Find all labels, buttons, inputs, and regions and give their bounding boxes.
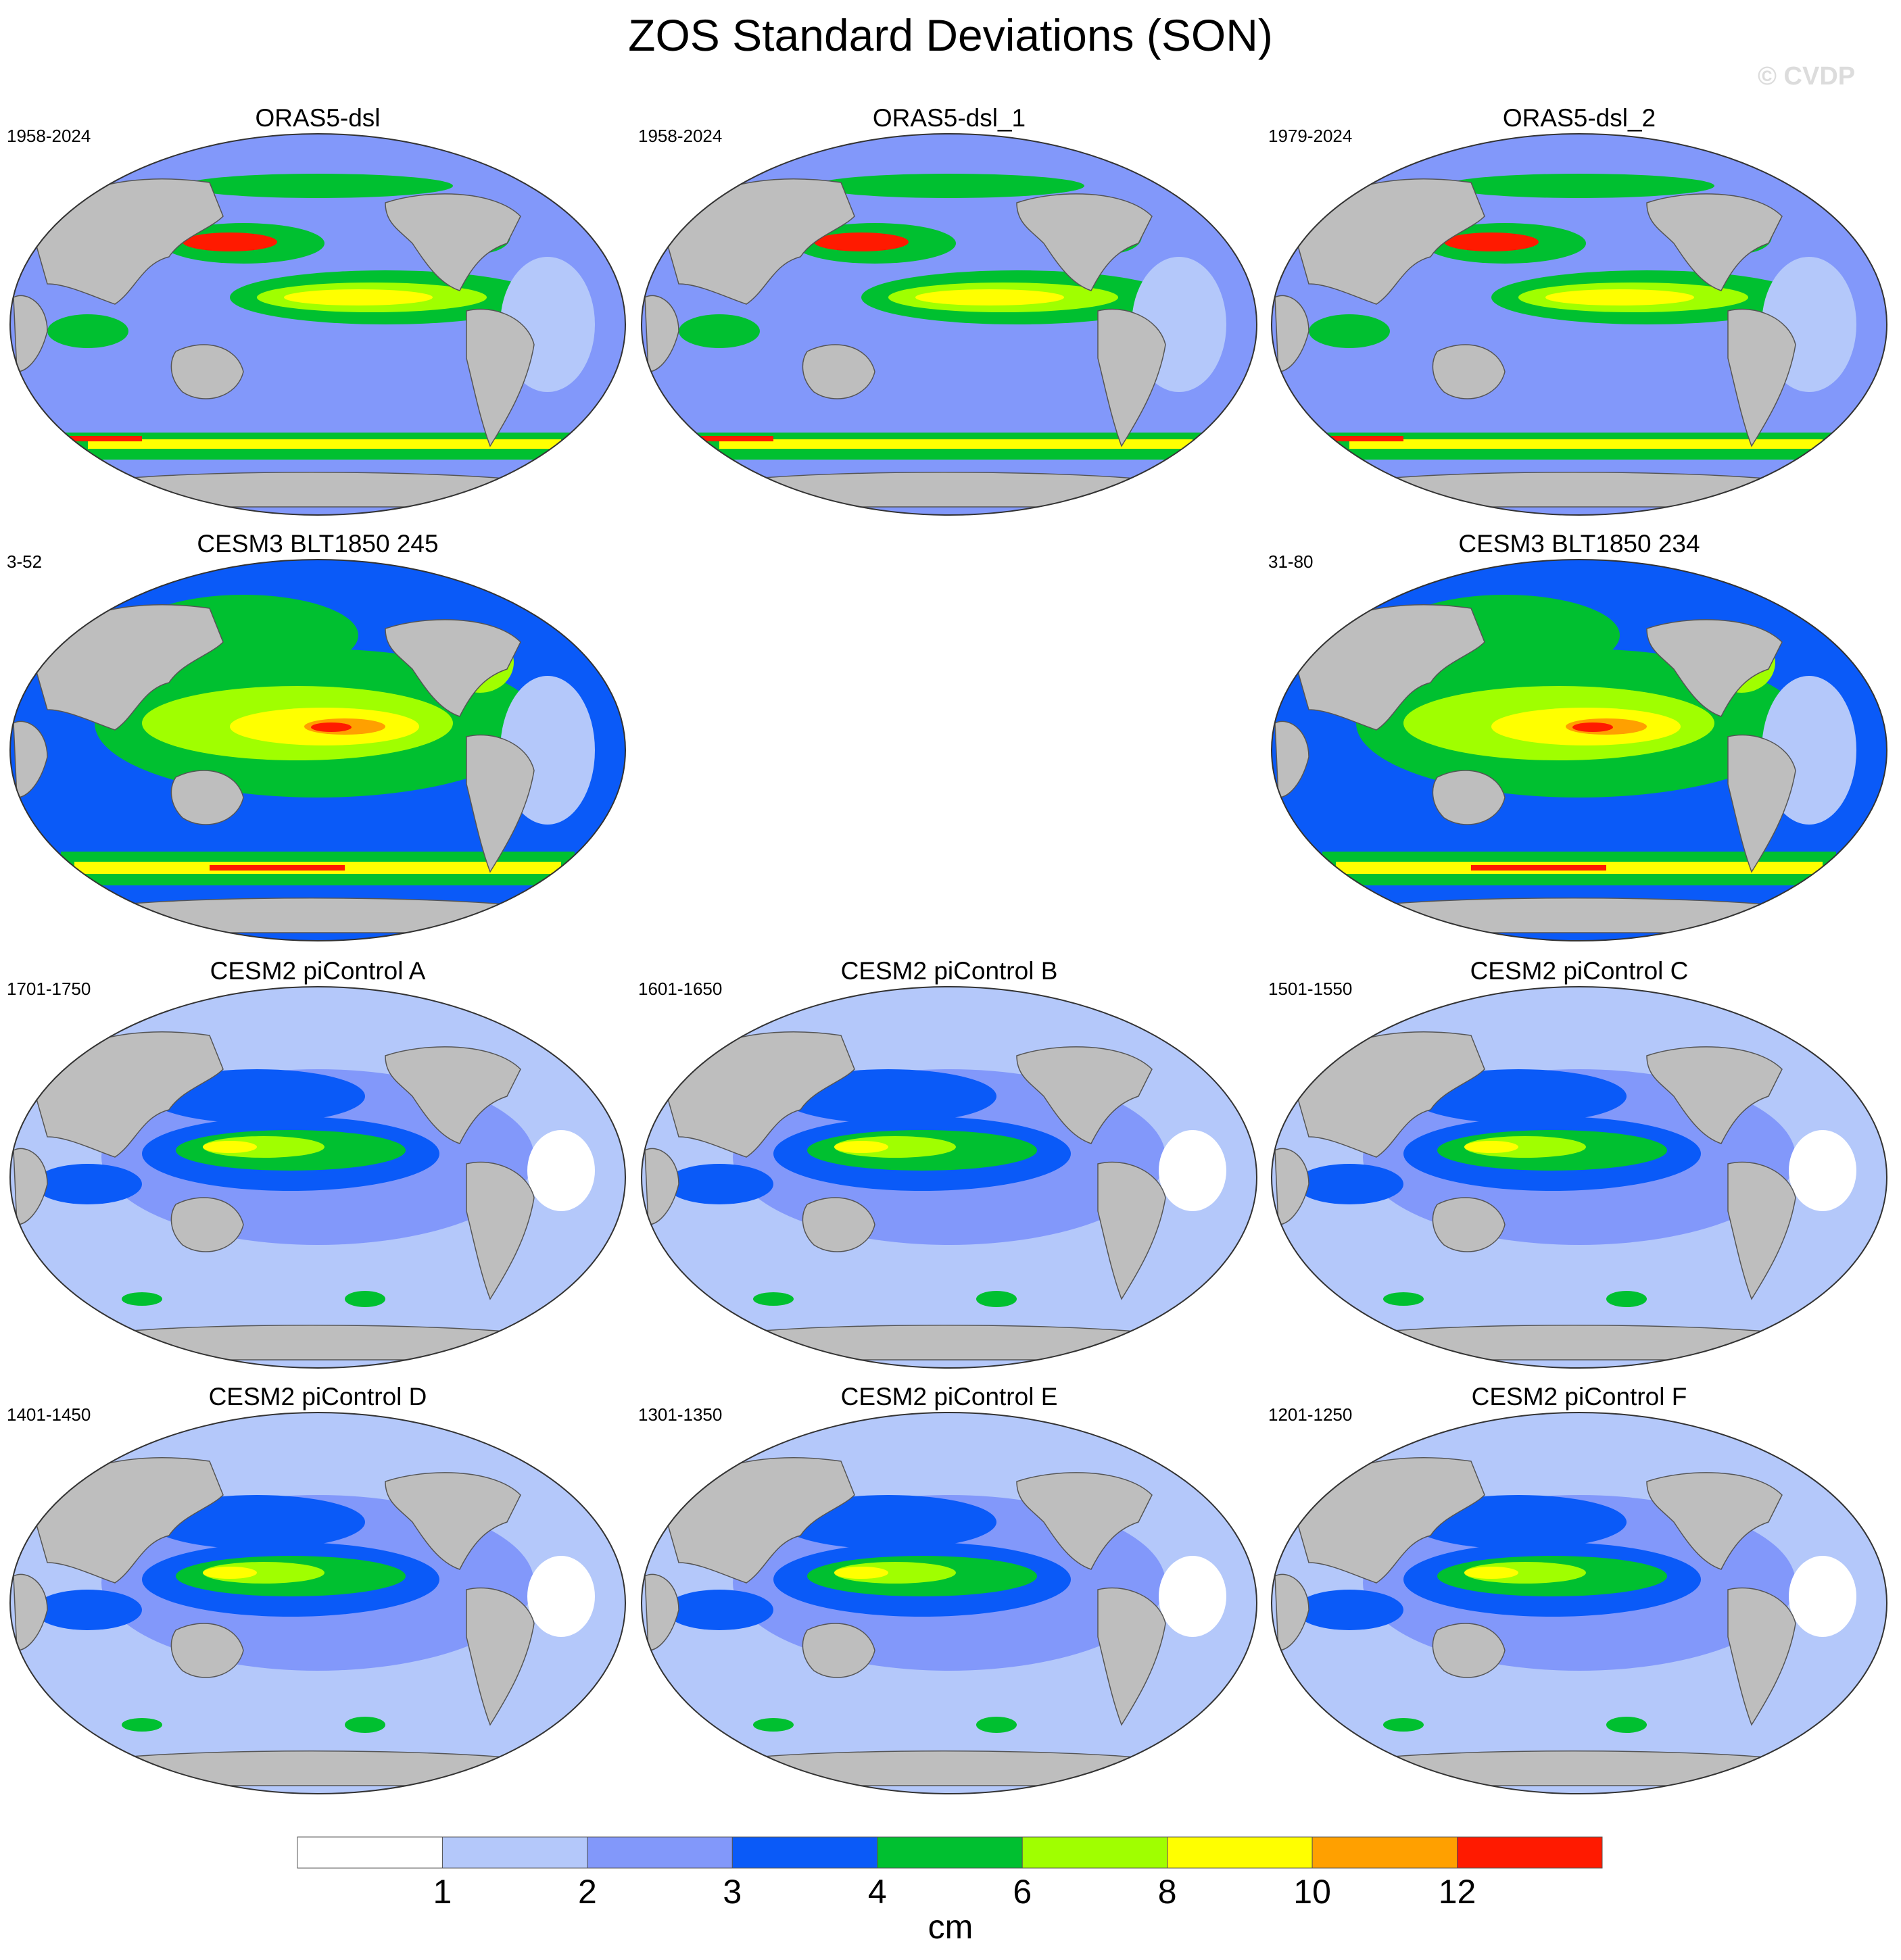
map-panel: CESM2 piControl D 1401-1450 — [7, 1380, 629, 1799]
panel-period: 1401-1450 — [7, 1404, 91, 1425]
map-panel: CESM2 piControl A 1701-1750 — [7, 954, 629, 1373]
map-panel: ORAS5-dsl 1958-2024 — [7, 101, 629, 520]
map-globe — [9, 133, 626, 516]
map-globe — [9, 559, 626, 941]
map-panel: CESM2 piControl E 1301-1350 — [638, 1380, 1260, 1799]
map-globe — [1271, 559, 1887, 941]
panel-period: 31-80 — [1268, 552, 1314, 572]
panel-period: 1701-1750 — [7, 979, 91, 999]
colorbar-swatch — [1167, 1836, 1313, 1869]
map-globe — [641, 133, 1257, 516]
map-panel: CESM3 BLT1850 245 3-52 — [7, 527, 629, 946]
panel-title: ORAS5-dsl — [255, 104, 381, 132]
colorbar-swatch — [1021, 1836, 1168, 1869]
panel-period: 1201-1250 — [1268, 1404, 1353, 1425]
panel-period: 1979-2024 — [1268, 126, 1353, 146]
colorbar-tick-label: 10 — [1293, 1873, 1331, 1911]
watermark: © CVDP — [1758, 62, 1856, 91]
panel-title: ORAS5-dsl_1 — [872, 104, 1026, 132]
colorbar-swatch — [441, 1836, 588, 1869]
panel-title: ORAS5-dsl_2 — [1502, 104, 1656, 132]
colorbar-tick-label: 1 — [433, 1873, 452, 1911]
panel-title: CESM2 piControl D — [208, 1383, 427, 1411]
panel-period: 1501-1550 — [1268, 979, 1353, 999]
panel-title: CESM3 BLT1850 234 — [1458, 530, 1700, 558]
colorbar-units: cm — [928, 1908, 973, 1946]
figure-title: ZOS Standard Deviations (SON) — [628, 10, 1273, 60]
map-globe — [641, 986, 1257, 1369]
colorbar-swatch — [877, 1836, 1023, 1869]
colorbar-tick-label: 12 — [1438, 1873, 1476, 1911]
panel-title: CESM2 piControl A — [210, 957, 426, 985]
colorbar-swatch — [587, 1836, 733, 1869]
colorbar-swatch — [731, 1836, 878, 1869]
panel-title: CESM2 piControl B — [840, 957, 1058, 985]
map-panel: ORAS5-dsl_1 1958-2024 — [638, 101, 1260, 520]
panel-period: 1958-2024 — [638, 126, 723, 146]
panel-title: CESM2 piControl E — [840, 1383, 1058, 1411]
panel-period: 1301-1350 — [638, 1404, 723, 1425]
colorbar-tick-label: 2 — [577, 1873, 597, 1911]
map-globe — [1271, 133, 1887, 516]
panel-period: 1601-1650 — [638, 979, 723, 999]
colorbar-swatch — [1312, 1836, 1458, 1869]
map-panel: CESM2 piControl C 1501-1550 — [1268, 954, 1890, 1373]
panel-title: CESM2 piControl C — [1470, 957, 1689, 985]
panel-period: 1958-2024 — [7, 126, 91, 146]
panel-period: 3-52 — [7, 552, 43, 572]
map-globe — [641, 1412, 1257, 1794]
colorbar-tick-label: 8 — [1157, 1873, 1177, 1911]
panel-title: CESM3 BLT1850 245 — [197, 530, 439, 558]
colorbar-tick-label: 3 — [723, 1873, 742, 1911]
panel-title: CESM2 piControl F — [1471, 1383, 1687, 1411]
map-globe — [1271, 986, 1887, 1369]
map-panel: ORAS5-dsl_2 1979-2024 — [1268, 101, 1890, 520]
colorbar-tick-label: 4 — [867, 1873, 887, 1911]
map-panel: CESM2 piControl F 1201-1250 — [1268, 1380, 1890, 1799]
map-globe — [9, 986, 626, 1369]
colorbar-swatch — [1457, 1836, 1603, 1869]
colorbar-swatch — [297, 1836, 443, 1869]
map-panel: CESM2 piControl B 1601-1650 — [638, 954, 1260, 1373]
map-globe — [1271, 1412, 1887, 1794]
colorbar-tick-label: 6 — [1013, 1873, 1032, 1911]
map-globe — [9, 1412, 626, 1794]
map-panel: CESM3 BLT1850 234 31-80 — [1268, 527, 1890, 946]
